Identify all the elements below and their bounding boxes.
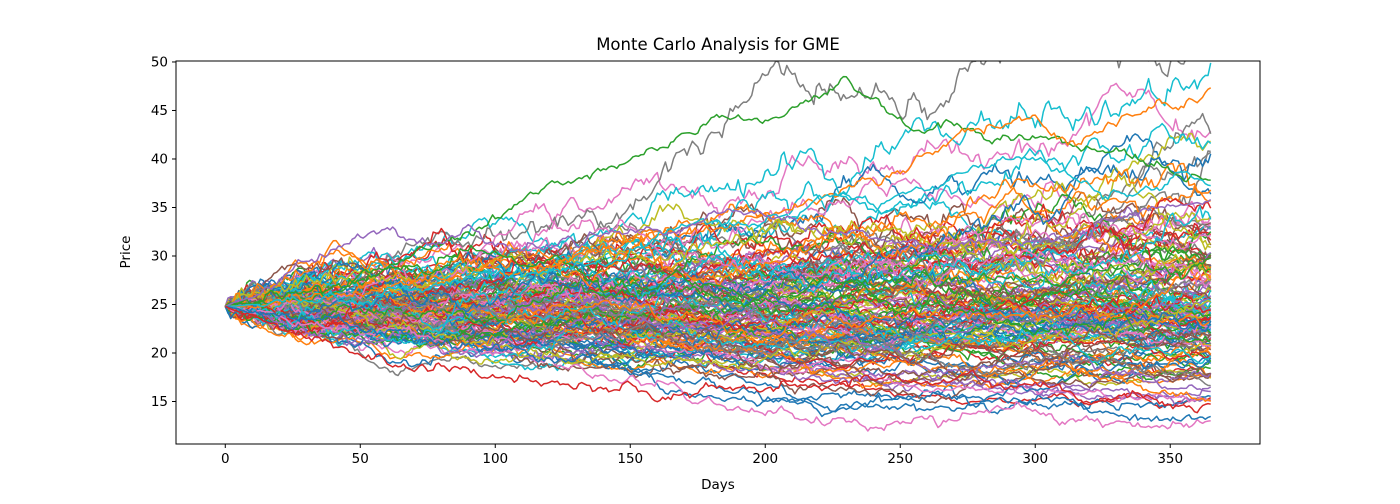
y-tick-label: 15: [151, 394, 168, 410]
y-tick-label: 20: [151, 346, 168, 362]
x-tick-label: 100: [482, 451, 508, 467]
x-tick-label: 350: [1157, 451, 1183, 467]
y-tick-label: 50: [151, 54, 168, 70]
simulation-path: [225, 75, 1211, 308]
simulation-path: [224, 218, 1212, 308]
axes-spines: [175, 60, 1261, 445]
chart-title: Monte Carlo Analysis for GME: [596, 35, 840, 54]
x-tick-label: 50: [352, 451, 369, 467]
x-tick-label: 200: [752, 451, 778, 467]
simulation-path: [225, 281, 1211, 343]
simulation-path: [225, 205, 1212, 345]
y-tick-label: 35: [151, 200, 168, 216]
simulation-path: [225, 305, 1211, 432]
x-tick-label: 150: [617, 451, 643, 467]
y-tick-label: 45: [151, 103, 168, 119]
simulation-path: [224, 305, 1212, 389]
simulation-path: [224, 305, 1211, 415]
simulation-path: [224, 198, 1212, 308]
x-tick-label: 300: [1022, 451, 1048, 467]
x-tick-label: 0: [221, 451, 230, 467]
y-tick-label: 30: [151, 248, 168, 264]
y-axis-ticks: 15 20 25 30 35 40 45 50: [151, 54, 176, 410]
x-axis-ticks: 0 50 100 150 200 250 300 350: [221, 444, 1183, 467]
simulation-path: [225, 287, 1212, 370]
simulation-path: [224, 203, 1211, 313]
y-axis-label: Price: [118, 236, 134, 269]
x-tick-label: 250: [887, 451, 913, 467]
simulation-path: [224, 290, 1211, 376]
simulation-path: [224, 305, 1211, 414]
simulation-path: [224, 244, 1211, 307]
simulation-path: [224, 267, 1212, 348]
x-axis-label: Days: [701, 477, 735, 493]
y-tick-label: 40: [151, 151, 168, 167]
simulation-path: [225, 155, 1211, 308]
simulation-path: [224, 305, 1212, 413]
y-tick-label: 25: [151, 297, 168, 313]
simulation-path: [224, 288, 1211, 387]
simulation-paths: [224, 61, 1212, 432]
simulation-path: [224, 153, 1212, 331]
